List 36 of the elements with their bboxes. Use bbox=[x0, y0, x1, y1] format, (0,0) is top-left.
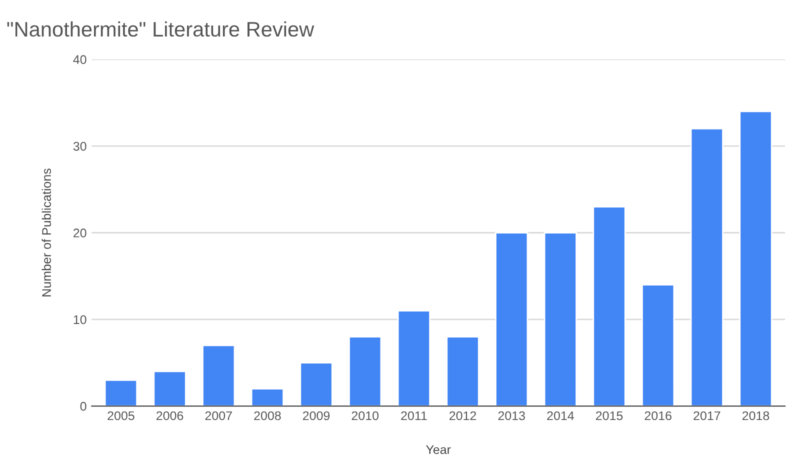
bar bbox=[397, 310, 430, 406]
y-tick-label: 20 bbox=[74, 228, 86, 238]
x-tick-label: 2010 bbox=[352, 411, 379, 420]
x-tick-label: 2018 bbox=[742, 411, 770, 420]
x-tick-label: 2014 bbox=[547, 411, 574, 420]
bar bbox=[446, 336, 480, 406]
x-tick-label: 2017 bbox=[694, 411, 720, 420]
bar bbox=[202, 344, 236, 406]
y-tick-label: 0 bbox=[80, 402, 86, 411]
x-tick-label: 2006 bbox=[156, 411, 184, 420]
x-tick-label: 2005 bbox=[108, 411, 134, 420]
bar bbox=[348, 336, 382, 406]
x-tick-label: 2009 bbox=[303, 411, 330, 420]
chart-title: "Nanothermite" Literature Review bbox=[7, 21, 314, 37]
x-tick-label: 2015 bbox=[596, 411, 623, 420]
y-axis-title: Number of Publications bbox=[42, 168, 51, 296]
x-tick-label: 2011 bbox=[401, 411, 427, 420]
x-tick-label: 2012 bbox=[449, 411, 476, 420]
x-tick-label: 2013 bbox=[498, 411, 525, 420]
bar bbox=[592, 206, 626, 406]
y-tick-label: 30 bbox=[73, 142, 86, 151]
bar bbox=[104, 379, 138, 406]
x-tick-label: 2016 bbox=[644, 411, 672, 420]
x-axis-title: Year bbox=[426, 445, 451, 454]
bar bbox=[642, 284, 675, 406]
y-tick-label: 10 bbox=[74, 315, 86, 324]
bar bbox=[153, 370, 186, 406]
bar bbox=[544, 232, 577, 406]
x-tick-label: 2007 bbox=[205, 411, 232, 420]
x-tick-label: 2008 bbox=[254, 411, 281, 420]
bar bbox=[250, 388, 284, 406]
y-tick-label: 40 bbox=[73, 55, 86, 64]
bar bbox=[495, 232, 528, 406]
bar bbox=[690, 128, 724, 406]
bar bbox=[300, 362, 333, 406]
bar bbox=[739, 110, 772, 406]
